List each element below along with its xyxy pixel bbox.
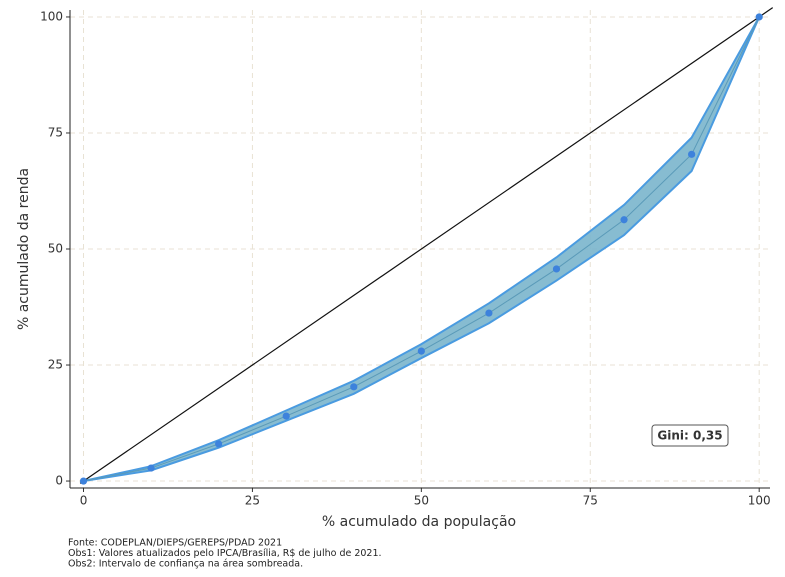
point <box>417 347 425 355</box>
annotation-box <box>651 424 729 447</box>
point <box>620 216 628 224</box>
y-tick-label: 0 <box>55 474 63 488</box>
note: Fonte: CODEPLAN/DIEPS/GEREPS/PDAD 2021 <box>68 538 282 549</box>
y-tick-label: 75 <box>48 125 63 139</box>
y-axis-label: % acumulado da renda <box>16 168 32 330</box>
point <box>688 150 696 158</box>
point <box>282 412 290 420</box>
point <box>147 464 155 472</box>
y-tick-label: 100 <box>40 9 63 23</box>
note: Obs2: Intervalo de confiança na área som… <box>68 559 303 570</box>
y-tick-label: 50 <box>48 242 63 256</box>
band-upper <box>83 16 761 483</box>
band-lower <box>83 16 761 483</box>
y-tick-label: 25 <box>48 358 63 372</box>
point <box>485 309 493 317</box>
x-tick-label: 25 <box>245 494 260 508</box>
x-tick-label: 75 <box>583 494 598 508</box>
point <box>552 265 561 273</box>
x-tick-label: 100 <box>748 494 771 508</box>
x-axis-label: % acumulado da população <box>322 514 516 530</box>
point <box>350 383 358 391</box>
equality-line <box>79 7 774 484</box>
annotation: Gini: 0,35 <box>657 429 722 443</box>
x-tick-label: 50 <box>414 494 429 508</box>
point <box>79 477 88 485</box>
point <box>755 13 763 21</box>
note: Obs1: Valores atualizados pelo IPCA/Bras… <box>68 548 382 559</box>
x-tick-label: 0 <box>80 494 88 508</box>
point <box>215 440 223 448</box>
